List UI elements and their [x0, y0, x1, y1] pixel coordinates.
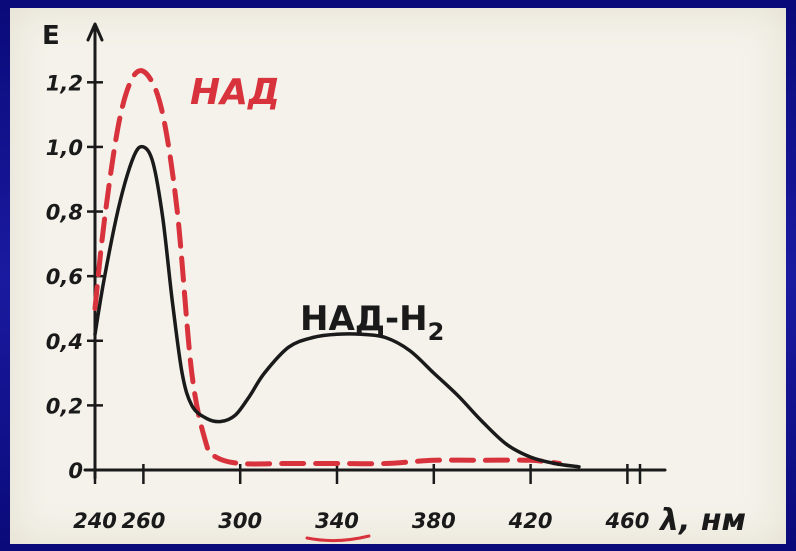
x-tick-label: 300 — [218, 509, 262, 533]
x-tick-underline — [305, 534, 371, 543]
y-tick-label: 0,2 — [46, 394, 83, 418]
series-label-subscript: 2 — [428, 318, 445, 346]
series-label-nadh2: НАД-Н2 — [300, 299, 444, 346]
x-tick-label: 460 — [604, 509, 649, 533]
x-tick-label: 420 — [508, 509, 553, 533]
y-axis-arrow — [86, 22, 104, 42]
y-tick-label: 1,2 — [46, 71, 83, 95]
axes — [83, 22, 667, 480]
y-tick-label: 0,4 — [46, 330, 83, 354]
paper-background — [10, 8, 786, 544]
x-tick-label: 260 — [121, 509, 165, 533]
x-axis-label: λ, нм — [658, 503, 746, 538]
y-axis-label: E — [42, 21, 60, 51]
x-tick-label: 380 — [412, 509, 456, 533]
y-tick-label: 0,6 — [46, 265, 83, 289]
ticks — [87, 81, 642, 484]
series-layer — [92, 68, 581, 469]
series-nadh2-line — [93, 144, 581, 469]
y-tick-label: 1,0 — [46, 136, 83, 160]
labels: E 0 0,2 0,4 0,6 0,8 1,0 1,2 240 260 300 340 380 420 46… — [42, 21, 746, 543]
y-tick-label: 0 — [68, 459, 83, 483]
series-nad-line — [92, 68, 563, 467]
x-tick-label: 340 — [315, 509, 359, 533]
y-tick-label: 0,8 — [46, 201, 83, 225]
series-label-nad: НАД — [190, 72, 280, 113]
x-tick-label: 240 — [73, 509, 117, 533]
